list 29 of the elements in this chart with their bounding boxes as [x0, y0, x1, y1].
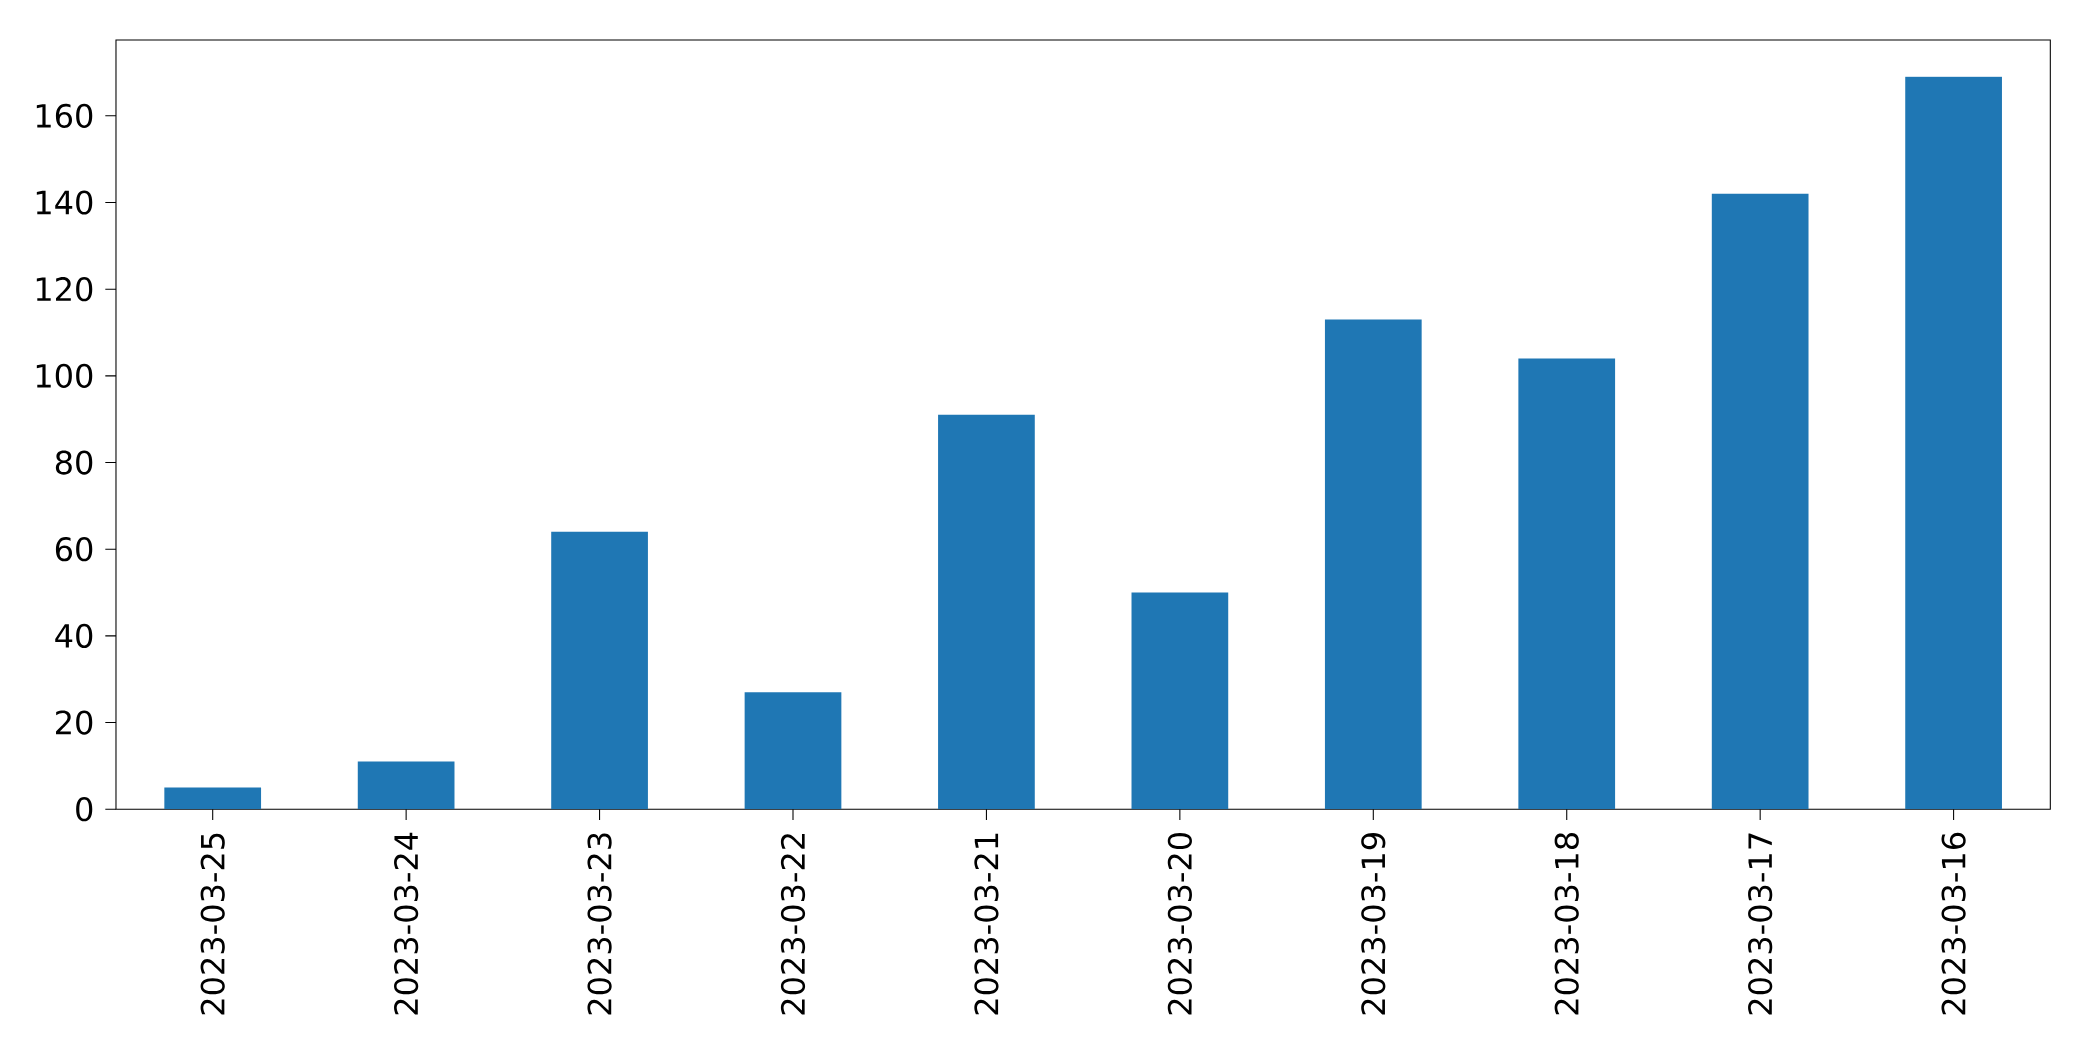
- y-tick-label: 80: [55, 450, 93, 475]
- y-tick-label: 100: [36, 363, 93, 388]
- x-tick-label: 2023-03-17: [1748, 833, 1773, 1015]
- y-tick-label: 160: [36, 103, 93, 128]
- x-tick-label: 2023-03-16: [1941, 832, 1966, 1015]
- bar: [1131, 592, 1229, 810]
- x-tick-label: 2023-03-19: [1361, 833, 1386, 1015]
- y-tick-label: 0: [76, 797, 93, 822]
- y-tick-label: 140: [36, 190, 93, 215]
- x-tick-label: 2023-03-23: [587, 833, 612, 1015]
- x-tick-label: 2023-03-21: [974, 833, 999, 1015]
- bar: [938, 414, 1035, 810]
- x-tick-label: 2023-03-25: [200, 833, 225, 1015]
- bar: [1518, 358, 1616, 810]
- y-tick-label: 40: [55, 623, 93, 648]
- x-tick-label: 2023-03-24: [394, 832, 419, 1015]
- y-tick-label: 60: [55, 537, 93, 562]
- bar: [1711, 193, 1809, 810]
- x-tick-label: 2023-03-20: [1167, 832, 1192, 1015]
- bar: [164, 787, 262, 810]
- bar: [1324, 319, 1422, 810]
- x-tick-label: 2023-03-18: [1554, 832, 1579, 1015]
- bar: [744, 692, 842, 810]
- x-tick-label: 2023-03-22: [780, 833, 806, 1015]
- bar: [551, 531, 648, 810]
- bar: [1905, 76, 2002, 810]
- bar: [357, 761, 455, 810]
- y-tick-label: 120: [36, 276, 93, 302]
- y-tick-label: 20: [56, 710, 93, 735]
